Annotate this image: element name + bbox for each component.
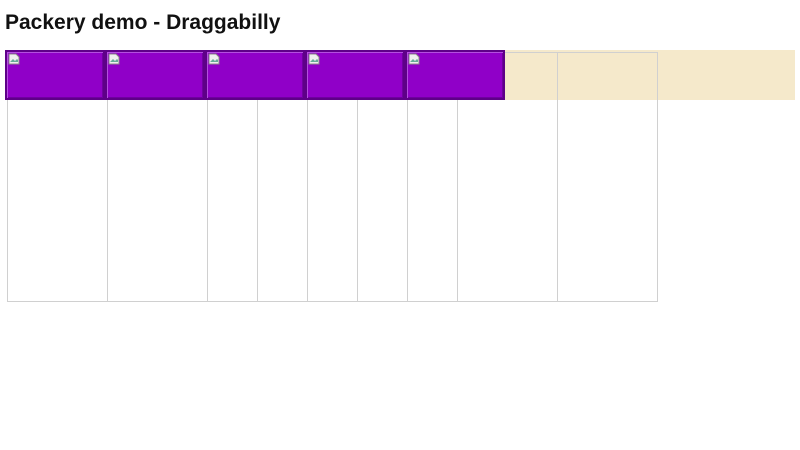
draggable-item[interactable] [205, 50, 305, 100]
broken-image [408, 53, 420, 65]
grid-cell [557, 52, 658, 302]
broken-image [308, 53, 320, 65]
draggable-item[interactable] [5, 50, 105, 100]
broken-image [108, 53, 120, 65]
page-title: Packery demo - Draggabilly [5, 11, 281, 34]
draggable-item[interactable] [105, 50, 205, 100]
broken-image [8, 53, 20, 65]
draggable-item[interactable] [305, 50, 405, 100]
broken-image [208, 53, 220, 65]
draggable-item[interactable] [405, 50, 505, 100]
